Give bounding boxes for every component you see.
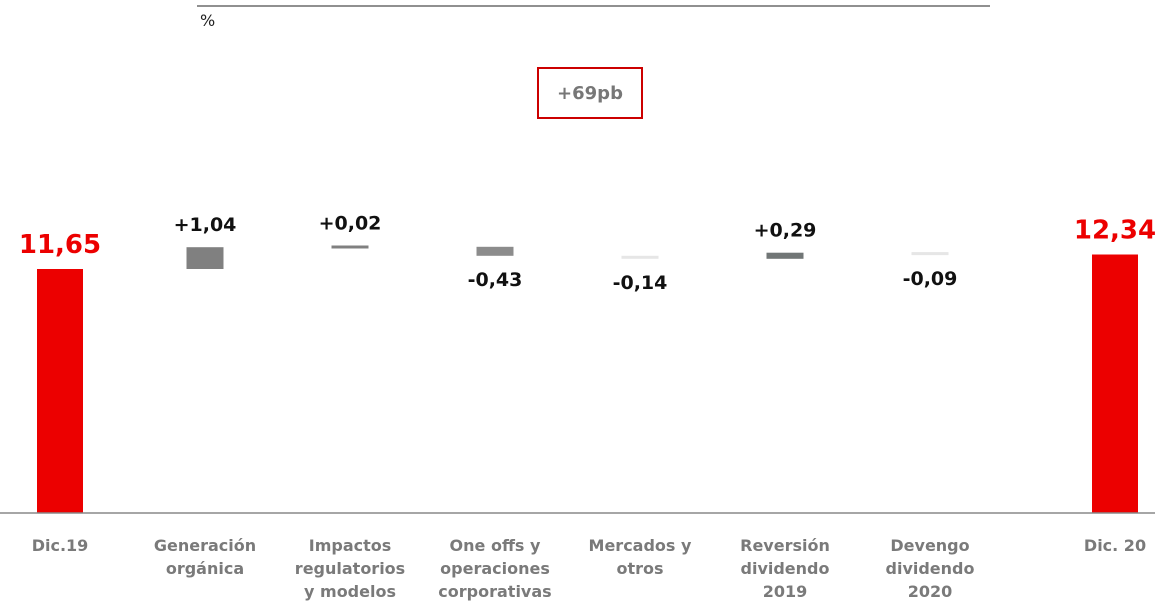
bar-3 [331, 245, 369, 249]
category-line: regulatorios [295, 559, 405, 578]
category-label-8: Dic. 20 [1084, 536, 1146, 555]
category-line: Devengo [890, 536, 969, 555]
callout-border [537, 67, 643, 119]
category-line: Dic.19 [32, 536, 89, 555]
category-line: Generación [154, 536, 256, 555]
category-line: y modelos [304, 582, 396, 601]
category-label-1: Dic.19 [32, 536, 89, 555]
value-label-3: +0,02 [319, 213, 382, 235]
bar-7 [911, 252, 949, 256]
value-label-2: +1,04 [174, 214, 237, 236]
category-line: operaciones [440, 559, 550, 578]
value-label-1: 11,65 [19, 230, 101, 260]
bar-4 [476, 246, 514, 256]
category-label-4: One offs y operaciones corporativas [438, 536, 551, 601]
category-line: Reversión [740, 536, 830, 555]
category-label-3: Impactos regulatorios y modelos [295, 536, 405, 601]
category-line: dividendo [886, 559, 975, 578]
value-label-8: 12,34 [1074, 216, 1155, 246]
category-line: otros [616, 559, 663, 578]
bar-2 [186, 247, 224, 269]
category-line: orgánica [166, 559, 244, 578]
category-line: corporativas [438, 582, 551, 601]
value-label-4: -0,43 [468, 269, 523, 291]
bar-5 [621, 255, 659, 259]
category-line: Impactos [309, 536, 392, 555]
category-line: 2019 [763, 582, 808, 601]
category-labels-group: Dic.19 Generación orgánica Impactos regulato… [32, 536, 1146, 601]
bar-6 [766, 252, 804, 259]
value-label-7: -0,09 [903, 268, 958, 290]
category-label-6: Reversión dividendo 2019 [740, 536, 830, 601]
bar-8 [1092, 254, 1138, 513]
value-label-5: -0,14 [613, 272, 668, 294]
category-line: Dic. 20 [1084, 536, 1146, 555]
category-label-7: Devengo dividendo 2020 [886, 536, 975, 601]
value-label-6: +0,29 [754, 220, 817, 242]
category-line: One offs y [450, 536, 541, 555]
callout-text: +69pb [557, 83, 623, 104]
category-line: Mercados y [589, 536, 692, 555]
bar-1 [37, 269, 83, 513]
unit-label: % [200, 11, 215, 30]
category-label-2: Generación orgánica [154, 536, 256, 578]
category-label-5: Mercados y otros [589, 536, 692, 578]
category-line: 2020 [908, 582, 953, 601]
category-line: dividendo [741, 559, 830, 578]
value-labels-group: 11,65 +1,04 +0,02 -0,43 -0,14 +0,29 -0,09 12,34 [19, 213, 1155, 294]
callout-box: +69pb [537, 67, 643, 119]
bars-group [37, 245, 1138, 513]
